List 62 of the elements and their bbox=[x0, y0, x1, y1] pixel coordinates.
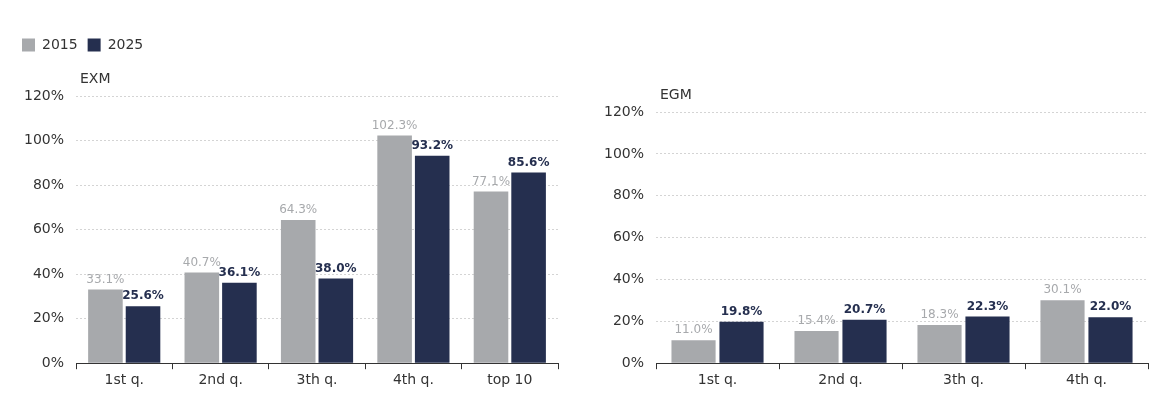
bar bbox=[377, 135, 412, 363]
data-label: 36.1% bbox=[218, 264, 261, 279]
bar bbox=[1088, 317, 1133, 363]
bar bbox=[318, 278, 354, 363]
data-label: 22.3% bbox=[966, 298, 1009, 313]
y-tick-label: 0% bbox=[41, 353, 65, 370]
bar bbox=[671, 340, 716, 363]
bar bbox=[125, 306, 161, 363]
data-label: 20.7% bbox=[843, 301, 886, 316]
y-tick-label: 40% bbox=[612, 270, 645, 287]
y-tick-label: 40% bbox=[32, 264, 65, 281]
data-label: 11.0% bbox=[674, 322, 713, 337]
bar bbox=[184, 272, 220, 363]
data-label: 18.3% bbox=[920, 307, 959, 322]
bar bbox=[1040, 300, 1085, 363]
x-tick-label: 2nd q. bbox=[198, 371, 243, 388]
legend-label: 2025 bbox=[107, 35, 144, 52]
bar bbox=[414, 155, 450, 363]
y-tick-label: 80% bbox=[612, 186, 645, 203]
bar bbox=[842, 319, 887, 363]
y-tick-label: 100% bbox=[603, 144, 645, 161]
chart-title: EGM bbox=[660, 85, 692, 102]
data-label: 77.1% bbox=[471, 173, 511, 188]
bar bbox=[917, 324, 962, 363]
bar bbox=[719, 321, 764, 363]
y-tick-label: 20% bbox=[32, 309, 65, 326]
data-label: 102.3% bbox=[371, 117, 418, 132]
y-tick-label: 120% bbox=[603, 102, 645, 119]
data-label: 64.3% bbox=[279, 202, 318, 217]
data-label: 22.0% bbox=[1089, 299, 1132, 314]
bar bbox=[511, 172, 546, 363]
x-tick-label: 2nd q. bbox=[818, 371, 863, 388]
data-label: 19.8% bbox=[720, 303, 763, 318]
bar bbox=[965, 316, 1010, 363]
x-tick-label: 4th q. bbox=[392, 371, 434, 388]
bar bbox=[222, 282, 257, 363]
x-tick-label: 3th q. bbox=[296, 371, 338, 388]
x-tick-label: 1st q. bbox=[697, 371, 738, 388]
data-label: 25.6% bbox=[122, 288, 164, 303]
x-tick-label: 4th q. bbox=[1065, 371, 1108, 388]
data-label: 93.2% bbox=[411, 137, 454, 152]
data-label: 30.1% bbox=[1043, 282, 1082, 297]
data-label: 15.4% bbox=[797, 313, 836, 328]
x-tick-label: 1st q. bbox=[104, 371, 144, 388]
chart-title: EXM bbox=[80, 69, 111, 86]
data-label: 85.6% bbox=[507, 154, 550, 169]
y-tick-label: 80% bbox=[32, 175, 65, 192]
y-tick-label: 60% bbox=[612, 228, 645, 245]
y-tick-label: 120% bbox=[23, 86, 65, 103]
bar bbox=[794, 330, 839, 363]
y-tick-label: 20% bbox=[612, 311, 645, 328]
y-tick-label: 100% bbox=[23, 131, 65, 148]
bar bbox=[280, 220, 316, 363]
x-tick-label: 3th q. bbox=[942, 371, 985, 388]
bar bbox=[88, 289, 123, 363]
y-tick-label: 0% bbox=[621, 353, 645, 370]
data-label: 33.1% bbox=[86, 271, 125, 286]
data-label: 38.0% bbox=[314, 260, 357, 275]
bar bbox=[473, 191, 509, 363]
legend-label: 2015 bbox=[42, 35, 78, 52]
y-tick-label: 60% bbox=[32, 220, 65, 237]
x-tick-label: top 10 bbox=[487, 371, 533, 388]
